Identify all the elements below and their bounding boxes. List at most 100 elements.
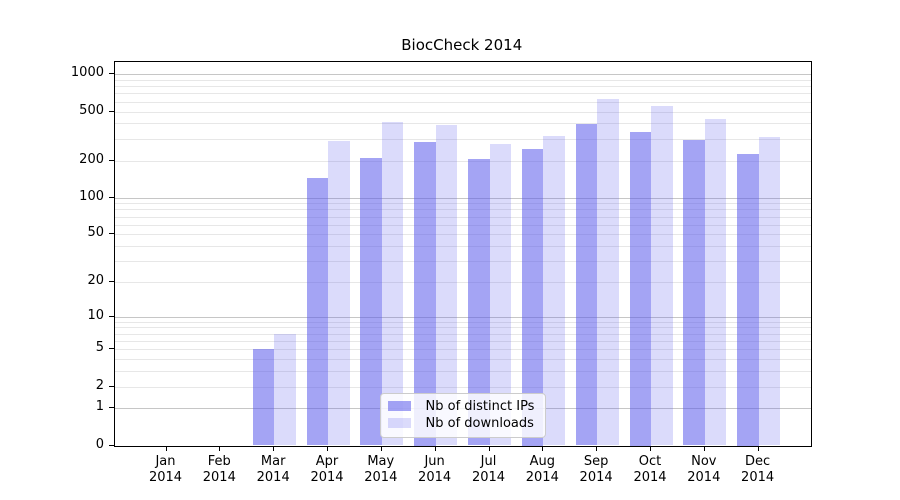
gridline-minor: [114, 327, 811, 329]
gridline-minor: [114, 340, 811, 342]
x-tick-label-feb: Feb 2014: [202, 453, 236, 486]
gridline-minor: [114, 281, 811, 283]
gridline-minor: [114, 123, 811, 125]
gridline-minor: [114, 79, 811, 81]
bar-downloads-dec: [758, 136, 781, 446]
y-tick-mark: [108, 280, 114, 282]
legend-label-downloads: Nb of downloads: [425, 415, 534, 431]
bar-downloads-may: [381, 122, 404, 446]
x-tick-mark: [596, 445, 598, 451]
gridline-minor: [114, 359, 811, 360]
chart-title: BiocCheck 2014: [401, 36, 523, 54]
y-tick-label: 100: [79, 188, 104, 204]
bar-downloads-jul: [489, 143, 511, 446]
x-tick-mark: [488, 445, 490, 451]
y-tick-label: 50: [87, 225, 104, 241]
legend-swatch-downloads: [387, 418, 411, 428]
y-tick-label: 10: [87, 307, 104, 323]
x-tick-label-apr: Apr 2014: [310, 453, 344, 486]
gridline-minor: [114, 93, 811, 95]
gridline-minor: [114, 261, 811, 262]
gridline-minor: [114, 349, 811, 351]
legend-label-distinct-ips: Nb of distinct IPs: [425, 398, 535, 414]
x-tick-label-dec: Dec 2014: [741, 453, 775, 486]
gridline-minor: [114, 138, 811, 140]
x-tick-label-aug: Aug 2014: [525, 453, 559, 486]
gridline-minor: [114, 246, 811, 247]
legend-swatch-distinct-ips: [387, 401, 411, 411]
gridline-major: [114, 197, 811, 199]
y-tick-mark: [108, 407, 114, 409]
x-tick-label-mar: Mar 2014: [256, 453, 290, 486]
x-tick-mark: [165, 445, 167, 451]
gridline-minor: [114, 86, 811, 88]
y-tick-label: 1: [95, 399, 104, 415]
gridline-minor: [114, 234, 811, 236]
y-tick-label: 20: [87, 272, 104, 288]
x-tick-label-jun: Jun 2014: [418, 453, 452, 486]
gridline-major: [114, 316, 811, 318]
x-tick-mark: [219, 445, 221, 451]
bar-distinct-ips-dec: [737, 154, 759, 446]
y-tick-mark: [108, 73, 114, 75]
x-tick-label-may: May 2014: [364, 453, 398, 486]
y-tick-mark: [108, 385, 114, 387]
y-tick-mark: [108, 444, 114, 446]
y-tick-label: 0: [95, 436, 104, 452]
y-tick-mark: [108, 196, 114, 198]
y-tick-mark: [108, 233, 114, 235]
bar-downloads-mar: [274, 333, 296, 446]
bar-distinct-ips-apr: [306, 178, 328, 446]
bar-distinct-ips-sep: [575, 123, 598, 446]
x-tick-mark: [757, 445, 759, 451]
x-tick-mark: [703, 445, 705, 451]
x-tick-mark: [542, 445, 544, 451]
bar-downloads-jun: [435, 124, 458, 446]
gridline-minor: [114, 321, 811, 323]
x-tick-mark: [273, 445, 275, 451]
legend-row: Nb of distinct IPs: [387, 398, 537, 415]
x-tick-label-sep: Sep 2014: [579, 453, 613, 486]
bar-distinct-ips-nov: [683, 139, 705, 446]
gridline-minor: [114, 216, 811, 218]
plot-area: Nb of distinct IPs Nb of downloads: [113, 60, 812, 447]
x-tick-mark: [327, 445, 328, 451]
y-tick-mark: [108, 348, 114, 350]
bar-distinct-ips-mar: [252, 349, 275, 446]
bar-distinct-ips-aug: [521, 149, 544, 446]
bar-downloads-oct: [651, 106, 673, 446]
gridline-minor: [114, 160, 811, 162]
bar-downloads-nov: [704, 119, 727, 446]
x-tick-label-nov: Nov 2014: [687, 453, 721, 486]
gridline-minor: [114, 224, 811, 226]
gridline-minor: [114, 203, 811, 205]
y-tick-label: 5: [95, 340, 104, 356]
gridline-minor: [114, 111, 811, 113]
gridline-minor: [114, 101, 811, 103]
gridline-minor: [114, 386, 811, 388]
y-tick-label: 500: [79, 102, 104, 118]
x-tick-mark: [434, 445, 436, 451]
bar-downloads-apr: [328, 141, 350, 446]
y-tick-label: 2: [95, 377, 104, 393]
bar-downloads-aug: [543, 136, 565, 446]
x-tick-mark: [380, 445, 382, 451]
gridline-minor: [114, 209, 811, 211]
gridline-minor: [114, 371, 811, 372]
y-tick-mark: [108, 110, 114, 112]
y-tick-mark: [108, 315, 114, 317]
y-tick-label: 1000: [70, 65, 104, 81]
y-tick-mark: [108, 159, 114, 161]
gridline-major: [114, 74, 811, 76]
bar-distinct-ips-may: [360, 158, 382, 446]
x-tick-label-oct: Oct 2014: [633, 453, 667, 486]
legend: Nb of distinct IPs Nb of downloads: [379, 392, 546, 438]
y-tick-label: 200: [79, 151, 104, 167]
x-tick-mark: [650, 445, 651, 451]
gridline-minor: [114, 333, 811, 335]
bar-distinct-ips-jun: [414, 142, 436, 446]
bar-distinct-ips-oct: [629, 132, 651, 446]
legend-row: Nb of downloads: [387, 415, 537, 432]
bar-distinct-ips-jul: [468, 158, 490, 446]
